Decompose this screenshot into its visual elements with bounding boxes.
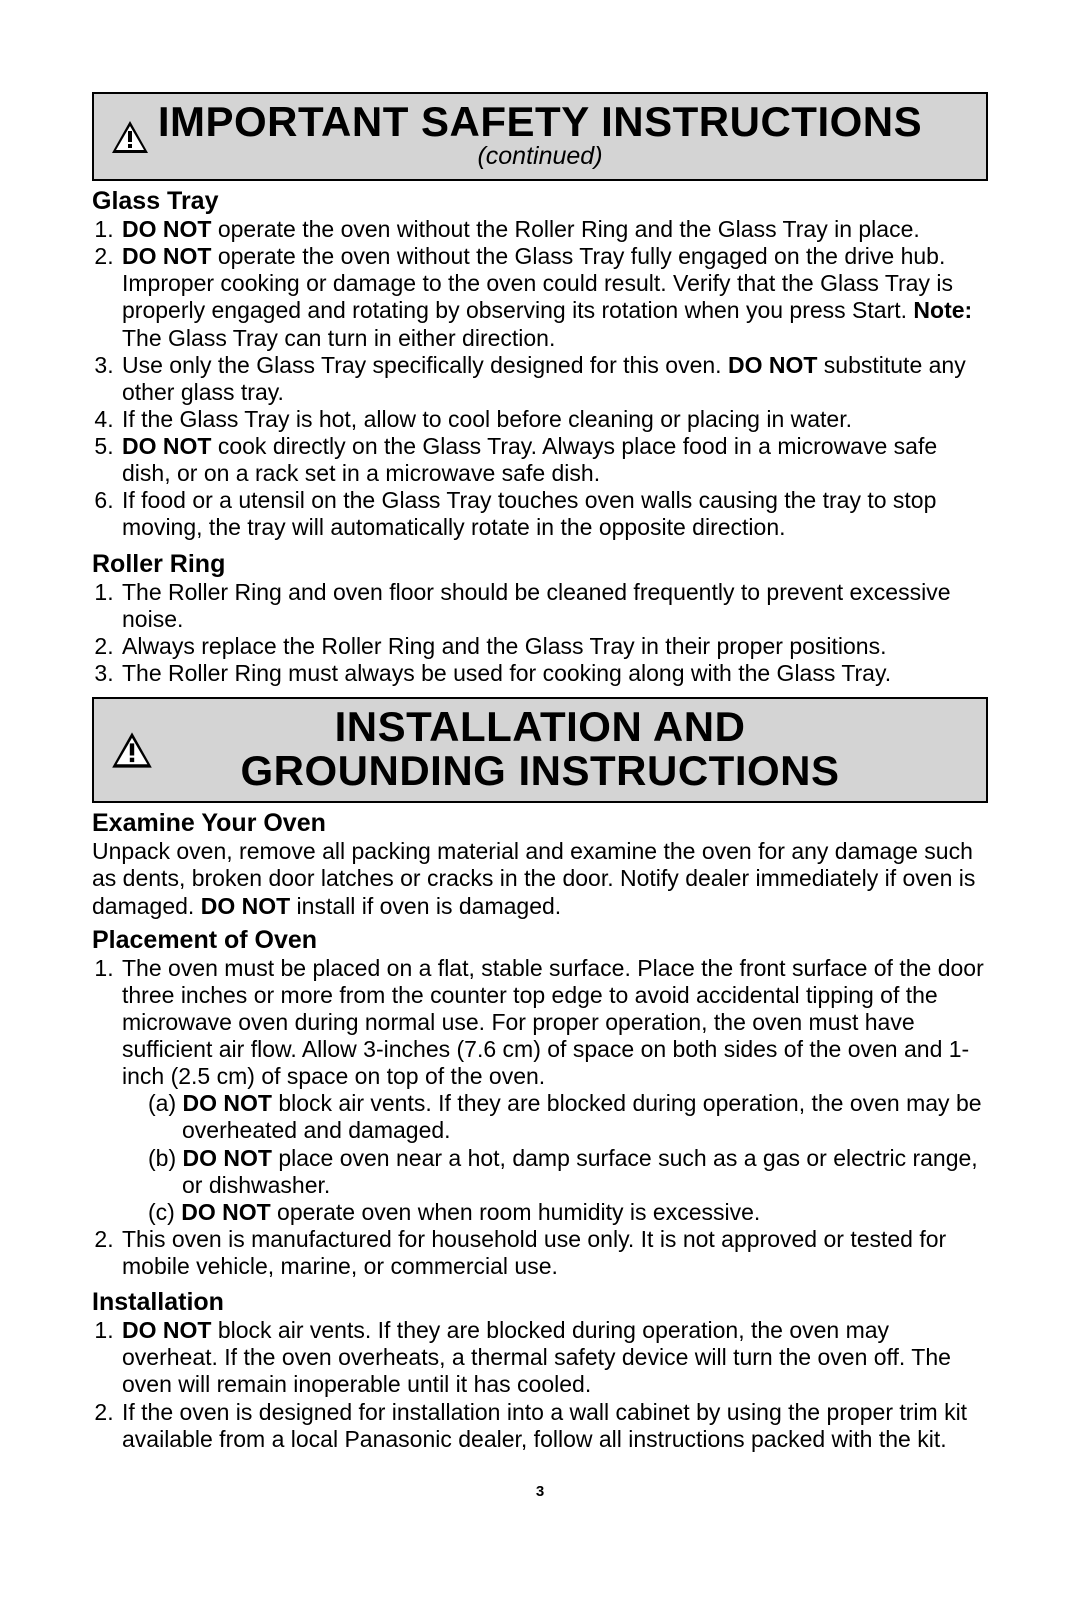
bold-text: Note:	[913, 297, 972, 323]
item-text: Use only the Glass Tray specifically des…	[122, 352, 728, 378]
item-text: The Roller Ring must always be used for …	[122, 660, 891, 686]
sub-item: (c) DO NOT operate oven when room humidi…	[148, 1199, 988, 1226]
item-text: The Glass Tray can turn in either direct…	[122, 325, 555, 351]
installation-list: DO NOT block air vents. If they are bloc…	[92, 1317, 988, 1453]
item-text: Always replace the Roller Ring and the G…	[122, 633, 886, 659]
list-item: If the Glass Tray is hot, allow to cool …	[120, 406, 988, 433]
list-item: The Roller Ring must always be used for …	[120, 660, 988, 687]
installation-header-line1: INSTALLATION AND	[94, 705, 986, 749]
bold-text: DO NOT	[728, 352, 817, 378]
list-item: Use only the Glass Tray specifically des…	[120, 352, 988, 406]
item-text: cook directly on the Glass Tray. Always …	[122, 433, 937, 486]
installation-header-box: INSTALLATION AND GROUNDING INSTRUCTIONS	[92, 697, 988, 803]
bold-text: DO NOT	[122, 1317, 211, 1343]
sub-letter: (c)	[148, 1199, 181, 1225]
item-text: If food or a utensil on the Glass Tray t…	[122, 487, 936, 540]
item-text: operate oven when room humidity is exces…	[271, 1199, 761, 1225]
placement-heading: Placement of Oven	[92, 926, 988, 955]
list-item: Always replace the Roller Ring and the G…	[120, 633, 988, 660]
bold-text: DO NOT	[181, 1199, 270, 1225]
bold-text: DO NOT	[122, 216, 211, 242]
roller-ring-list: The Roller Ring and oven floor should be…	[92, 579, 988, 688]
bold-text: DO NOT	[122, 433, 211, 459]
installation-header-line2: GROUNDING INSTRUCTIONS	[94, 749, 986, 793]
list-item: This oven is manufactured for household …	[120, 1226, 988, 1280]
warning-icon	[110, 730, 154, 770]
safety-header-title: IMPORTANT SAFETY INSTRUCTIONS	[94, 100, 986, 144]
sub-letter: (b)	[148, 1145, 183, 1171]
page-number: 3	[92, 1483, 988, 1500]
placement-list: The oven must be placed on a flat, stabl…	[92, 955, 988, 1281]
item-text: operate the oven without the Glass Tray …	[122, 243, 953, 323]
list-item: DO NOT block air vents. If they are bloc…	[120, 1317, 988, 1398]
installation-heading: Installation	[92, 1288, 988, 1317]
item-text: If the oven is designed for installation…	[122, 1399, 967, 1452]
safety-header-subtitle: (continued)	[94, 142, 986, 171]
glass-tray-heading: Glass Tray	[92, 187, 988, 216]
warning-icon	[110, 119, 150, 155]
item-text: If the Glass Tray is hot, allow to cool …	[122, 406, 852, 432]
item-text: place oven near a hot, damp surface such…	[182, 1145, 978, 1198]
list-item: If the oven is designed for installation…	[120, 1399, 988, 1453]
list-item: If food or a utensil on the Glass Tray t…	[120, 487, 988, 541]
glass-tray-list: DO NOT operate the oven without the Roll…	[92, 216, 988, 542]
examine-paragraph: Unpack oven, remove all packing material…	[92, 838, 988, 919]
list-item: The Roller Ring and oven floor should be…	[120, 579, 988, 633]
item-text: install if oven is damaged.	[290, 893, 561, 919]
item-text: block air vents. If they are blocked dur…	[182, 1090, 982, 1143]
examine-heading: Examine Your Oven	[92, 809, 988, 838]
item-text: operate the oven without the Roller Ring…	[211, 216, 919, 242]
bold-text: DO NOT	[183, 1145, 272, 1171]
item-text: block air vents. If they are blocked dur…	[122, 1317, 951, 1397]
bold-text: DO NOT	[183, 1090, 272, 1116]
bold-text: DO NOT	[201, 893, 290, 919]
list-item: DO NOT operate the oven without the Roll…	[120, 216, 988, 243]
list-item: DO NOT operate the oven without the Glas…	[120, 243, 988, 352]
manual-page: IMPORTANT SAFETY INSTRUCTIONS (continued…	[0, 0, 1080, 1560]
item-text: The Roller Ring and oven floor should be…	[122, 579, 951, 632]
item-text: This oven is manufactured for household …	[122, 1226, 946, 1279]
roller-ring-heading: Roller Ring	[92, 550, 988, 579]
item-text: The oven must be placed on a flat, stabl…	[122, 955, 984, 1090]
list-item: DO NOT cook directly on the Glass Tray. …	[120, 433, 988, 487]
safety-header-box: IMPORTANT SAFETY INSTRUCTIONS (continued…	[92, 92, 988, 181]
sub-item: (b) DO NOT place oven near a hot, damp s…	[148, 1145, 988, 1199]
placement-sublist: (a) DO NOT block air vents. If they are …	[122, 1090, 988, 1226]
list-item: The oven must be placed on a flat, stabl…	[120, 955, 988, 1226]
sub-letter: (a)	[148, 1090, 183, 1116]
sub-item: (a) DO NOT block air vents. If they are …	[148, 1090, 988, 1144]
bold-text: DO NOT	[122, 243, 211, 269]
